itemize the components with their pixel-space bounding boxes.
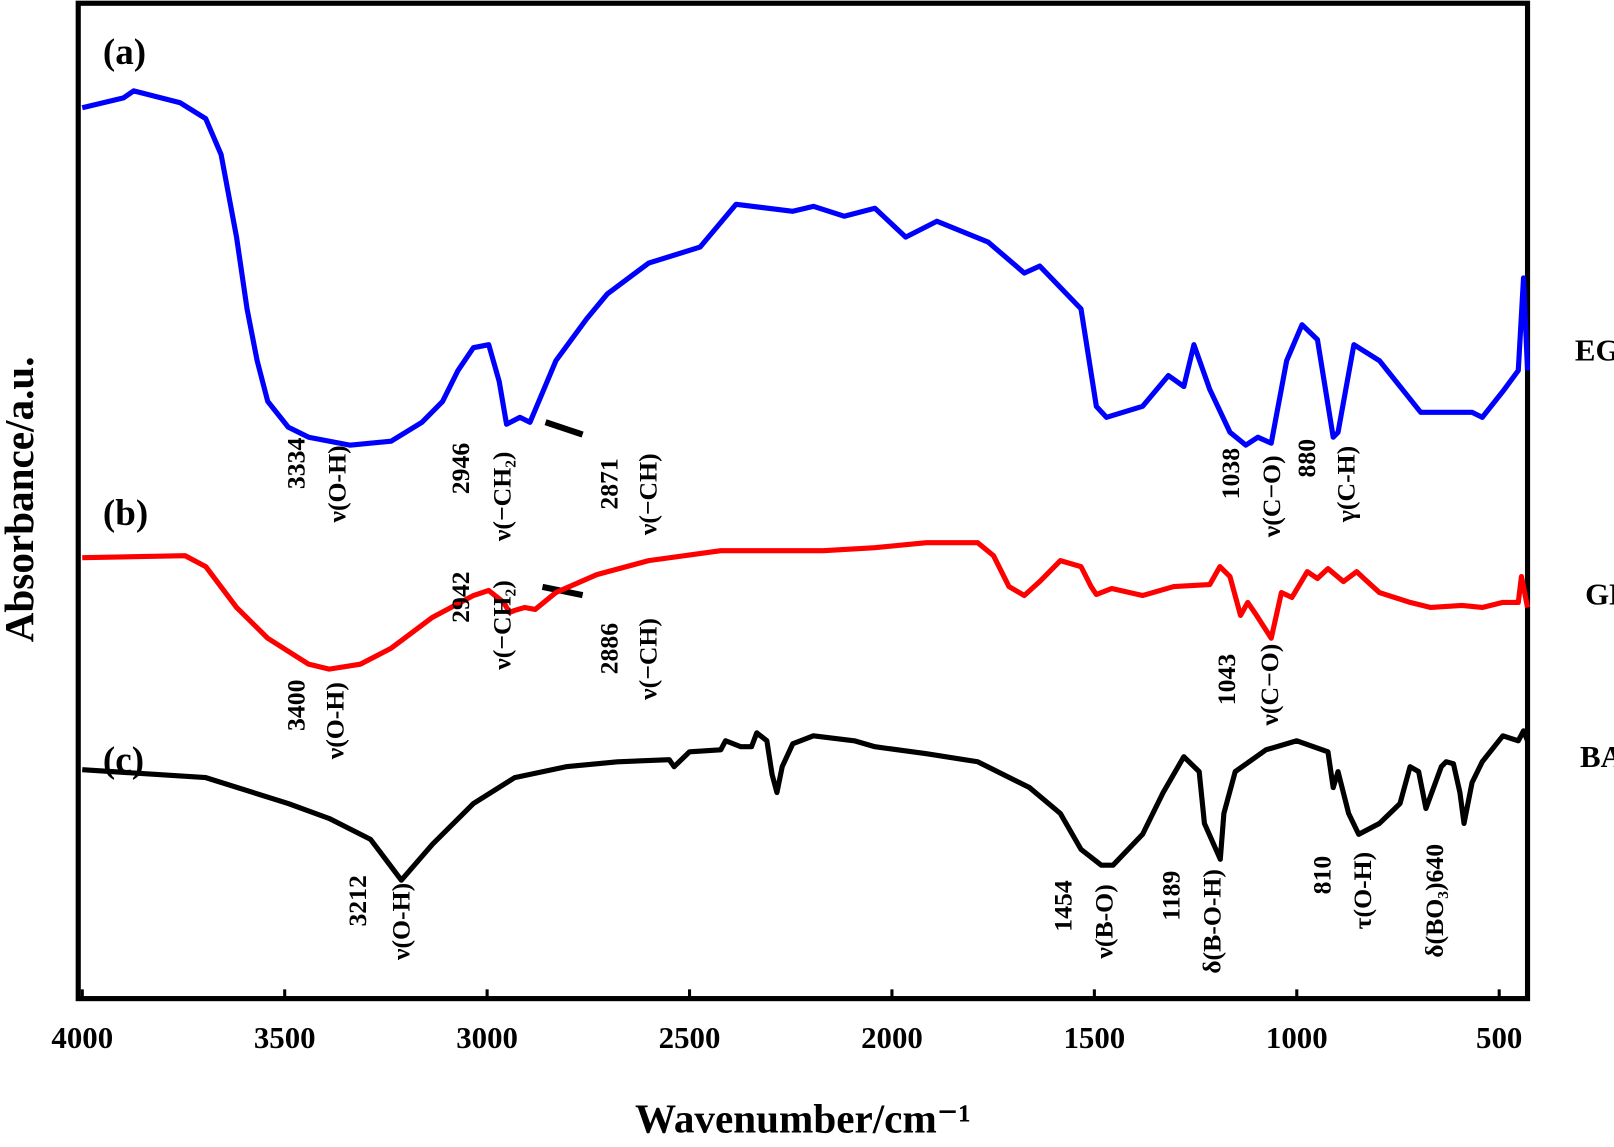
x-tick-label: 3500 [254,1020,316,1055]
peak-annotation: 1189 [1156,871,1185,921]
x-axis-label: Wavenumber/cm⁻¹ [635,1095,971,1141]
peak-annotation: ν(−CH) [633,453,662,536]
x-tick-label: 1000 [1266,1020,1328,1055]
peak-annotation: δ(BO₃)640 [1420,844,1449,958]
series-label: BA [1580,739,1614,774]
x-tick-label: 2500 [659,1020,721,1055]
y-axis-label: Absorbance/a.u. [0,356,42,642]
x-tick-label: 2000 [861,1020,923,1055]
peak-annotation: ν(O-H) [321,682,350,760]
peak-annotation: ν(O-H) [323,445,352,523]
x-tick-label: 3000 [456,1020,518,1055]
peak-annotation: ν(−CH₂) [487,452,516,543]
peak-annotation: γ(C-H) [1331,446,1360,523]
plot-frame [75,0,1531,1002]
x-tick-label: 4000 [51,1020,113,1055]
spectrum-line [82,728,1530,883]
peak-annotation: 810 [1308,856,1337,895]
spectrum-line [82,540,1531,672]
peak-annotation: ν(−CH) [633,618,662,701]
peak-annotation: ν(O-H) [386,883,415,961]
peak-annotation: 1454 [1048,880,1077,932]
peak-annotation: 3400 [281,680,310,731]
x-tick-label: 500 [1476,1020,1522,1055]
peak-annotation: 2871 [594,458,623,509]
peak-annotation: ν(−CH₂) [487,580,516,671]
x-tick-label: 1500 [1063,1020,1125,1055]
series-label: GL [1585,576,1614,611]
panel-label: (a) [103,32,146,73]
series-label: EG [1575,332,1614,367]
panel-label: (b) [103,493,148,534]
peak-annotation: 880 [1292,439,1321,478]
peak-annotation: 3212 [343,875,372,926]
peak-annotation: ν(C−O) [1257,455,1286,538]
peak-annotation: ν(C−O) [1255,644,1284,727]
peak-annotation: 2942 [446,571,475,622]
peak-annotation: 3334 [281,438,310,490]
peak-annotation: ν(B-O) [1089,884,1118,959]
panel-label: (c) [103,740,144,781]
peak-annotation: δ(B-O-H) [1198,869,1227,974]
peak-annotation: τ(O-H) [1348,852,1377,930]
spectrum-line [81,88,1531,448]
peak-annotation: 2946 [446,443,475,495]
pointer [544,419,584,438]
peak-annotation: 2886 [594,623,623,675]
peak-annotation: 1043 [1212,654,1241,705]
peak-annotation: 1038 [1216,448,1245,499]
